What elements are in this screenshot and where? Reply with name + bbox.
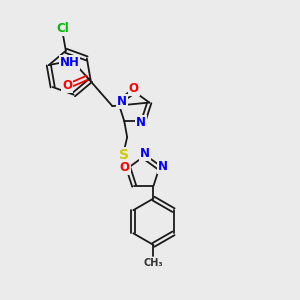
Text: CH₃: CH₃ (144, 258, 163, 268)
Text: Cl: Cl (56, 22, 69, 35)
Text: N: N (140, 147, 150, 160)
Text: O: O (120, 161, 130, 174)
Text: N: N (117, 94, 127, 108)
Text: S: S (118, 148, 129, 162)
Text: N: N (158, 160, 168, 173)
Text: O: O (129, 82, 139, 95)
Text: NH: NH (60, 56, 80, 69)
Text: O: O (62, 79, 72, 92)
Text: N: N (136, 116, 146, 129)
